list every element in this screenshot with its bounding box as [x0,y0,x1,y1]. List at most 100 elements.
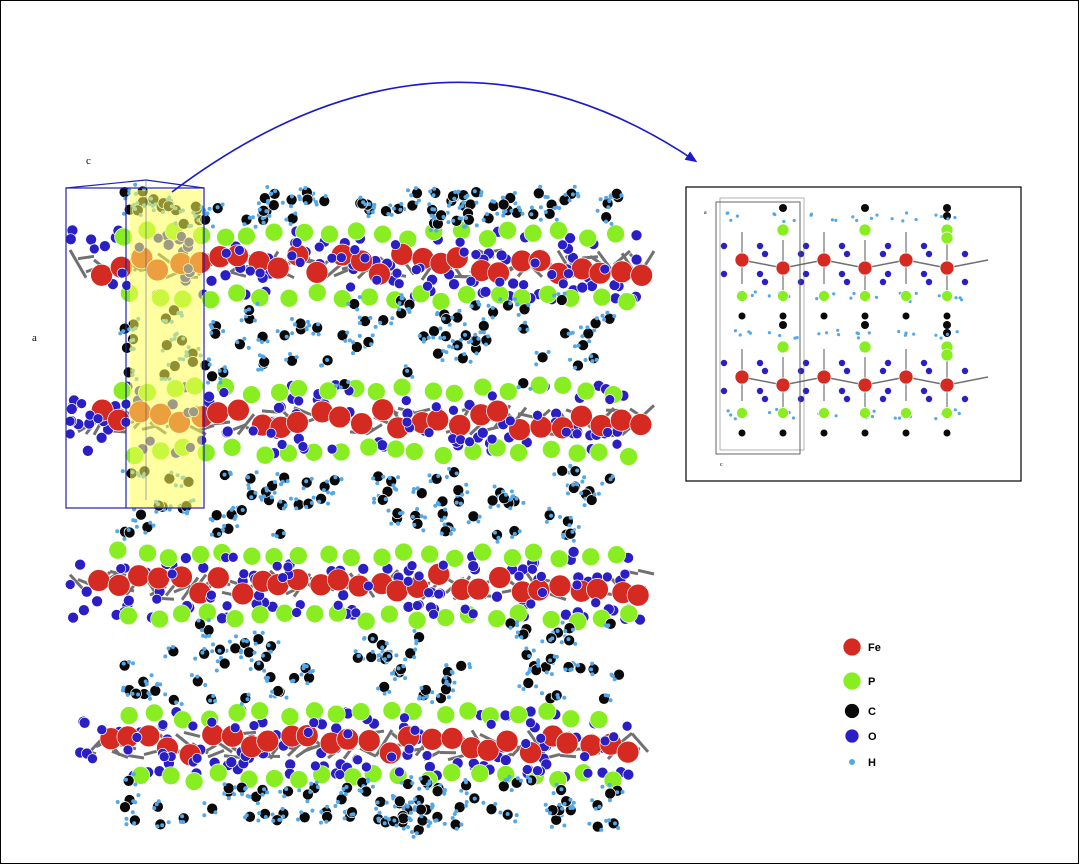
oxygen-atom [412,600,423,611]
oxygen-atom [518,279,529,291]
hydrogen-atom [239,702,244,706]
hydrogen-atom [121,661,126,666]
hydrogen-atom [179,702,184,706]
legend-swatch-h [849,759,855,765]
hydrogen-atom [247,486,251,491]
phosphorus-atom [736,407,748,419]
oxygen-atom [424,761,436,773]
hydrogen-atom [557,206,562,210]
hydrogen-atom [452,680,457,685]
legend-item-fe: Fe [842,637,881,657]
hydrogen-atom [235,524,240,529]
hydrogen-atom [566,331,571,336]
hydrogen-atom [239,648,243,653]
carbon-atom [585,494,598,506]
hydrogen-atom [509,208,514,213]
hydrogen-atom [476,519,481,524]
hydrogen-atom [248,667,253,671]
oxygen-atom [76,398,87,409]
phosphorus-atom [498,382,518,401]
phosphorus-atom [150,609,169,629]
oxygen-atom [797,278,805,286]
phosphorus-atom [173,710,192,730]
hydrogen-atom [566,637,571,642]
oxygen-atom [564,232,576,244]
hydrogen-atom [834,218,838,222]
hydrogen-atom [504,492,508,497]
hydrogen-atom [289,194,294,199]
hydrogen-atom [247,215,252,220]
hydrogen-atom [540,639,545,644]
hydrogen-atom [375,800,380,805]
hydrogen-atom [750,293,754,298]
hydrogen-atom [555,629,560,633]
hydrogen-atom [576,194,581,199]
oxygen-atom [464,436,475,448]
hydrogen-atom [284,334,289,339]
hydrogen-atom [386,508,391,513]
oxygen-atom [920,242,928,250]
phosphorus-atom [250,701,270,721]
hydrogen-atom [563,192,568,197]
phosphorus-atom [433,446,453,465]
hydrogen-atom [867,331,871,335]
carbon-atom [397,812,410,825]
hydrogen-atom [131,772,136,777]
hydrogen-atom [320,363,324,368]
iron-atom [857,260,873,276]
hydrogen-atom [301,666,306,671]
axis-label-c: c [86,155,91,167]
hydrogen-atom [240,792,244,797]
oxygen-atom [294,257,306,268]
oxygen-atom [630,253,643,266]
hydrogen-atom [446,695,451,700]
iron-atom [816,369,832,385]
hydrogen-atom [394,653,399,658]
oxygen-atom [494,276,506,288]
phosphorus-atom [119,706,139,725]
hydrogen-atom [151,523,156,528]
hydrogen-atom [589,354,594,359]
hydrogen-atom [291,678,296,683]
bond [229,270,247,278]
hydrogen-atom [434,818,439,823]
carbon-atom [298,811,311,824]
hydrogen-atom [335,800,340,804]
oxygen-atom [293,395,305,407]
hydrogen-atom [373,324,378,329]
hydrogen-atom [209,532,214,537]
hydrogen-atom [619,193,624,198]
oxygen-atom [843,278,851,286]
carbon-atom [943,321,951,329]
iron-atom [610,260,634,284]
oxygen-atom [423,427,435,438]
hydrogen-atom [231,505,236,510]
phosphorus-atom [255,445,275,465]
phosphorus-atom [589,710,609,729]
carbon-atom [779,321,787,329]
hydrogen-atom [608,477,613,482]
hydrogen-atom [446,682,451,687]
hydrogen-atom [201,633,206,638]
hydrogen-atom [946,217,950,221]
hydrogen-atom [460,204,465,209]
hydrogen-atom [256,661,261,666]
phosphorus-atom [941,290,953,302]
phosphorus-atom [900,407,912,419]
oxygen-atom [401,416,413,428]
hydrogen-atom [146,691,151,696]
hydrogen-atom [405,804,410,809]
carbon-atom [943,204,951,212]
hydrogen-atom [382,657,387,662]
hydrogen-atom [342,816,347,821]
oxygen-atom [361,761,372,773]
hydrogen-atom [432,214,437,219]
hydrogen-atom [476,299,480,304]
oxygen-atom [521,764,533,775]
hydrogen-atom [390,316,395,321]
iron-atom [326,568,350,592]
carbon-atom [452,484,465,497]
legend: Fe P C O H [842,637,881,769]
hydrogen-atom [265,675,270,680]
